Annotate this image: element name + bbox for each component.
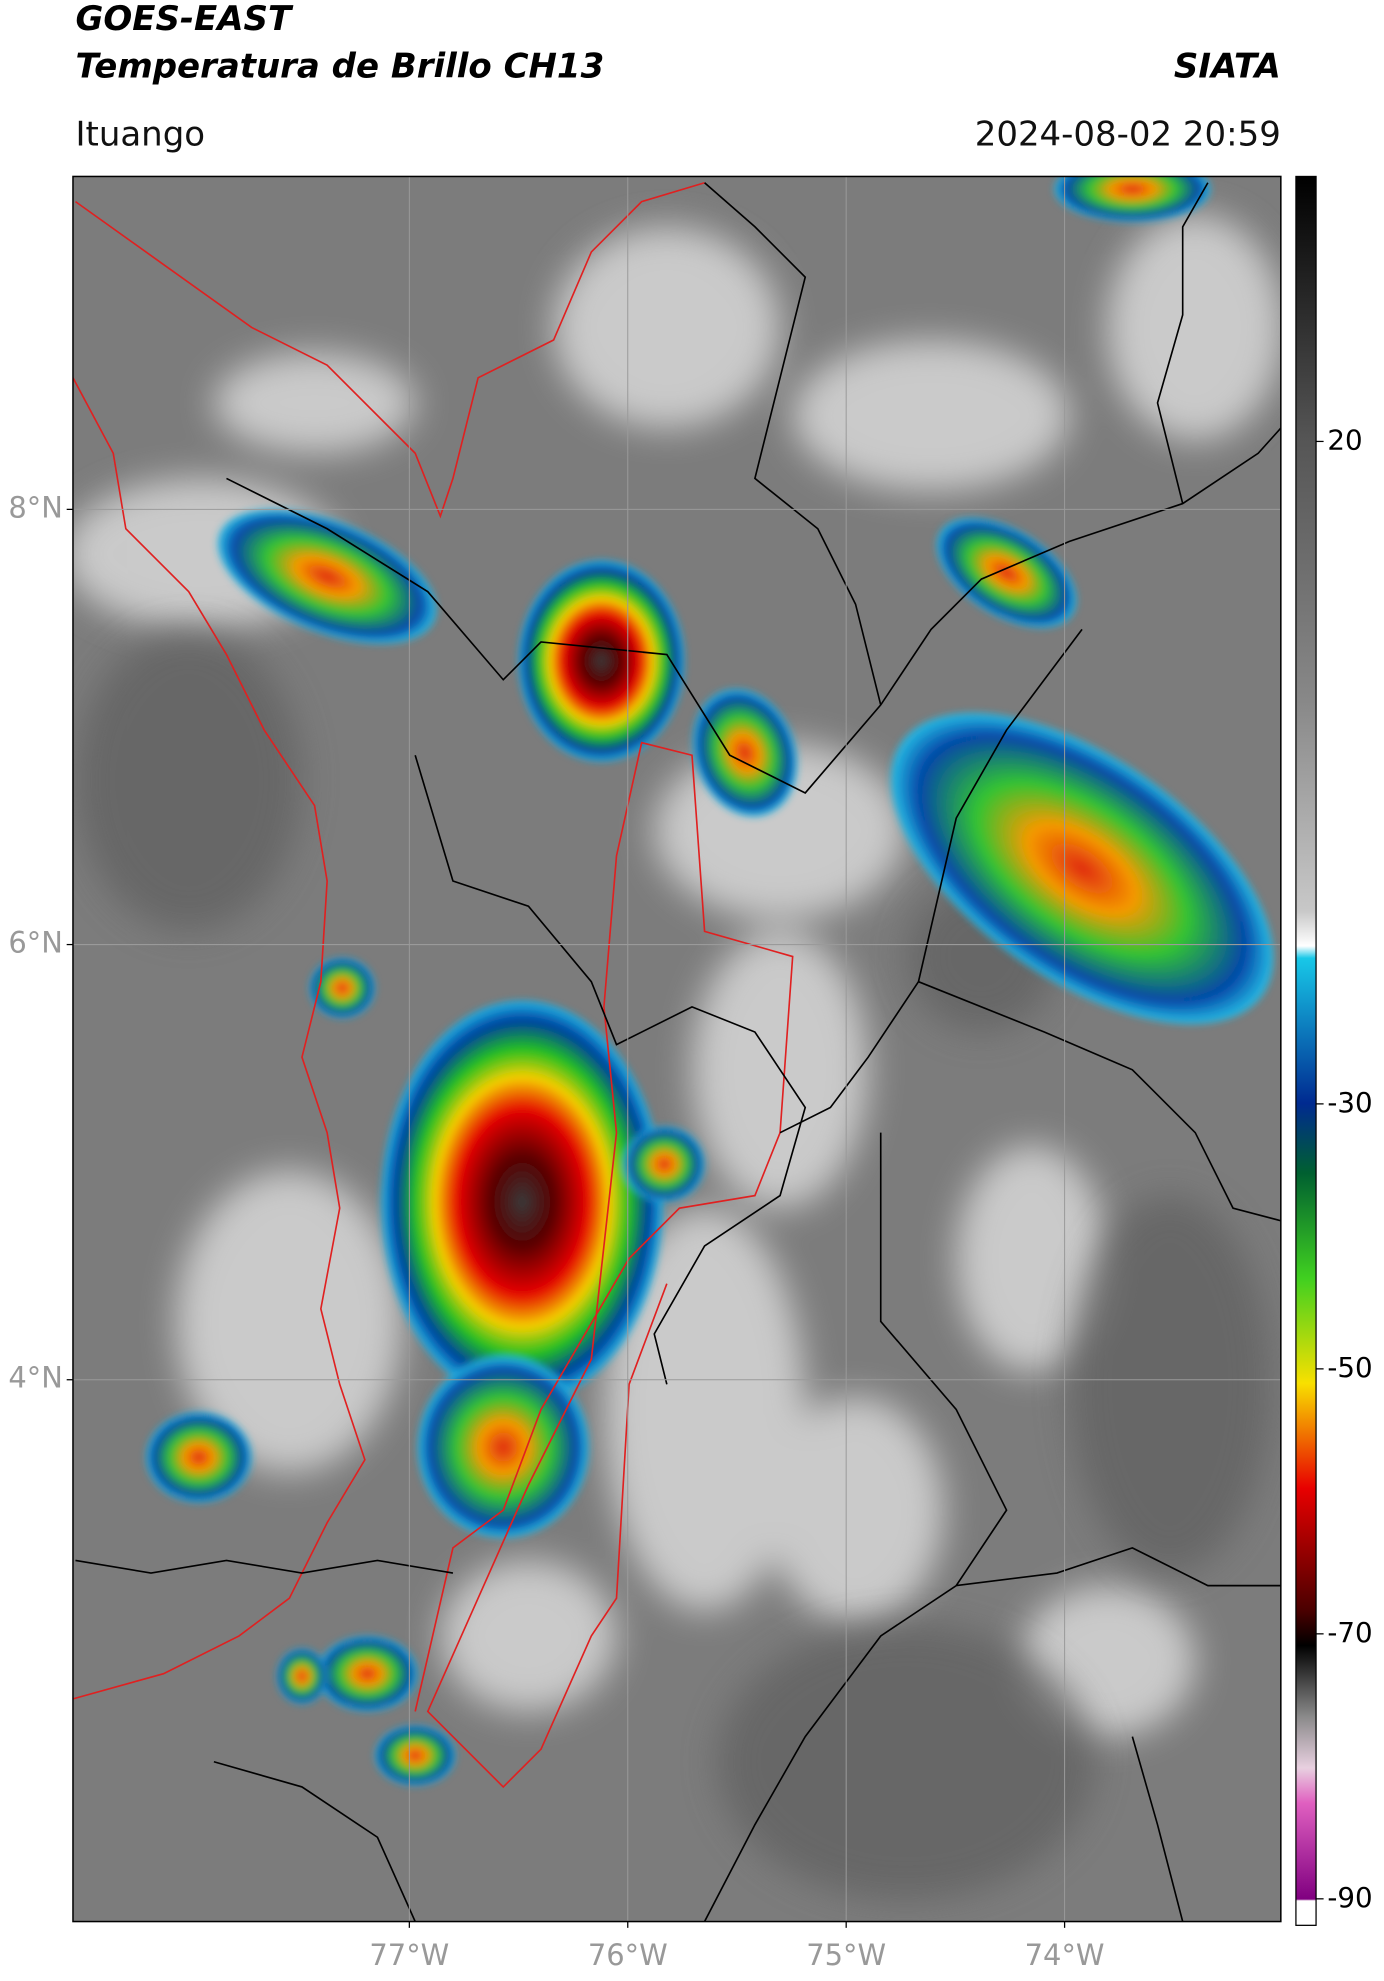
y-tick-label: 4°N: [8, 1361, 63, 1395]
y-tick-label: 8°N: [8, 490, 63, 524]
x-tick-label: 74°W: [1025, 1938, 1105, 1972]
map-frame: [72, 175, 1282, 1923]
y-tick-label: 6°N: [8, 926, 63, 960]
x-tick-label: 75°W: [806, 1938, 886, 1972]
location: Ituango: [75, 115, 205, 155]
colorbar-tick-label: -30: [1327, 1086, 1372, 1119]
x-tick-label: 76°W: [588, 1938, 668, 1972]
colorbar-tick-label: -50: [1327, 1351, 1372, 1384]
datetime: 2024-08-02 20:59: [975, 115, 1281, 155]
satellite-image: [72, 176, 1281, 1922]
colorbar: [1295, 175, 1317, 1926]
subtitle: Temperatura de Brillo CH13: [75, 47, 604, 87]
colorbar-tick-label: 20: [1327, 423, 1362, 456]
source: SIATA: [1174, 47, 1281, 87]
x-tick-label: 77°W: [369, 1938, 449, 1972]
colorbar-tick-label: -90: [1327, 1881, 1372, 1914]
colorbar-tick-label: -70: [1327, 1616, 1372, 1649]
title: GOES-EAST: [75, 0, 293, 39]
